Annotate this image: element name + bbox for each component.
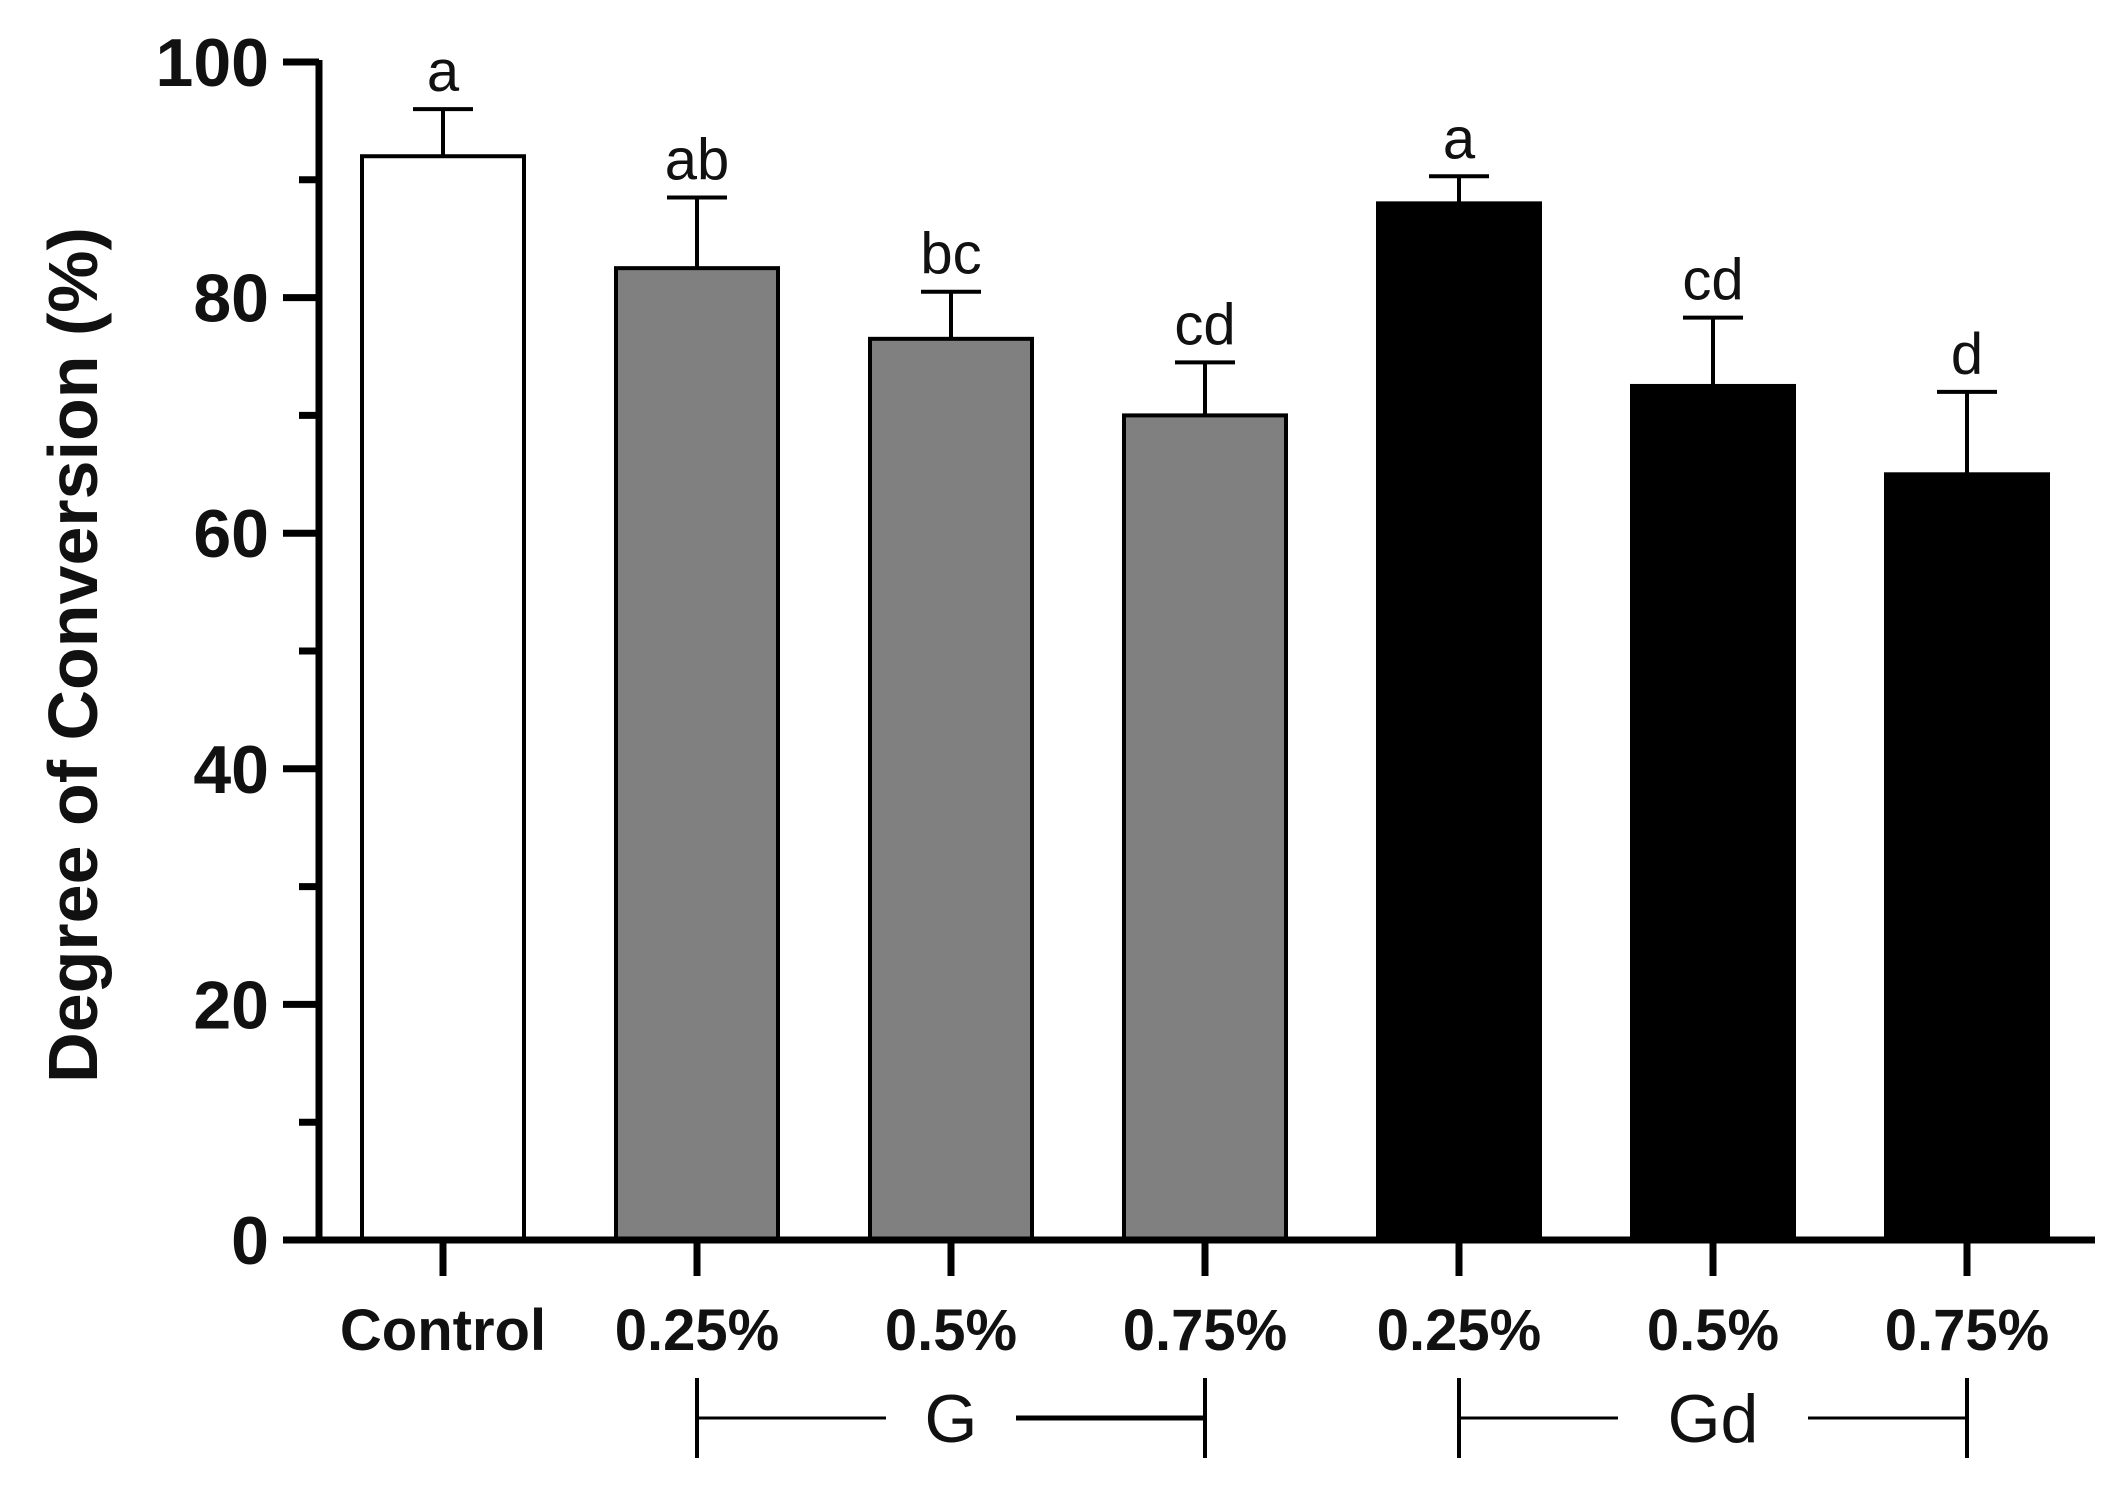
x-tick-label-6: 0.75%	[1885, 1298, 2049, 1363]
x-tick-label-2: 0.5%	[885, 1298, 1017, 1363]
y-tick-label-60: 60	[193, 496, 269, 572]
x-tick-label-4: 0.25%	[1377, 1298, 1541, 1363]
labels-layer: a Control ab 0.25% bc 0.5% cd 0.75% a 0.25% cd 0.5%…	[340, 39, 2049, 1363]
bar-1	[614, 266, 780, 1242]
significance-label-5: cd	[1682, 248, 1743, 313]
significance-label-0: a	[427, 39, 460, 104]
significance-label-4: a	[1443, 106, 1476, 171]
x-tick-label-5: 0.5%	[1647, 1298, 1779, 1363]
y-axis-title: Degree of Conversion (%)	[34, 227, 112, 1083]
y-tick-label-0: 0	[231, 1203, 269, 1279]
significance-label-3: cd	[1174, 292, 1235, 357]
y-tick-label-80: 80	[193, 261, 269, 337]
significance-label-2: bc	[920, 222, 981, 287]
x-tick-label-3: 0.75%	[1123, 1298, 1287, 1363]
error-bars-layer	[413, 107, 1997, 475]
bar-4	[1376, 201, 1542, 1243]
axes-layer: 0 20 40 60 80 100	[156, 25, 2095, 1279]
significance-label-1: ab	[665, 127, 730, 192]
x-tick-label-1: 0.25%	[615, 1298, 779, 1363]
bar-6	[1884, 472, 2050, 1242]
significance-label-6: d	[1951, 322, 1983, 387]
bar-5	[1630, 383, 1796, 1242]
y-tick-label-20: 20	[193, 967, 269, 1043]
bars-layer	[360, 154, 2050, 1243]
bar-3	[1122, 413, 1288, 1242]
groups-layer: G Gd	[695, 1378, 1969, 1458]
x-tick-label-0: Control	[340, 1298, 546, 1363]
y-tick-label-100: 100	[156, 25, 269, 101]
group-label-1: Gd	[1668, 1381, 1759, 1457]
y-tick-label-40: 40	[193, 732, 269, 808]
bar-0	[360, 154, 526, 1243]
bar-2	[868, 336, 1034, 1242]
group-label-0: G	[925, 1381, 978, 1457]
